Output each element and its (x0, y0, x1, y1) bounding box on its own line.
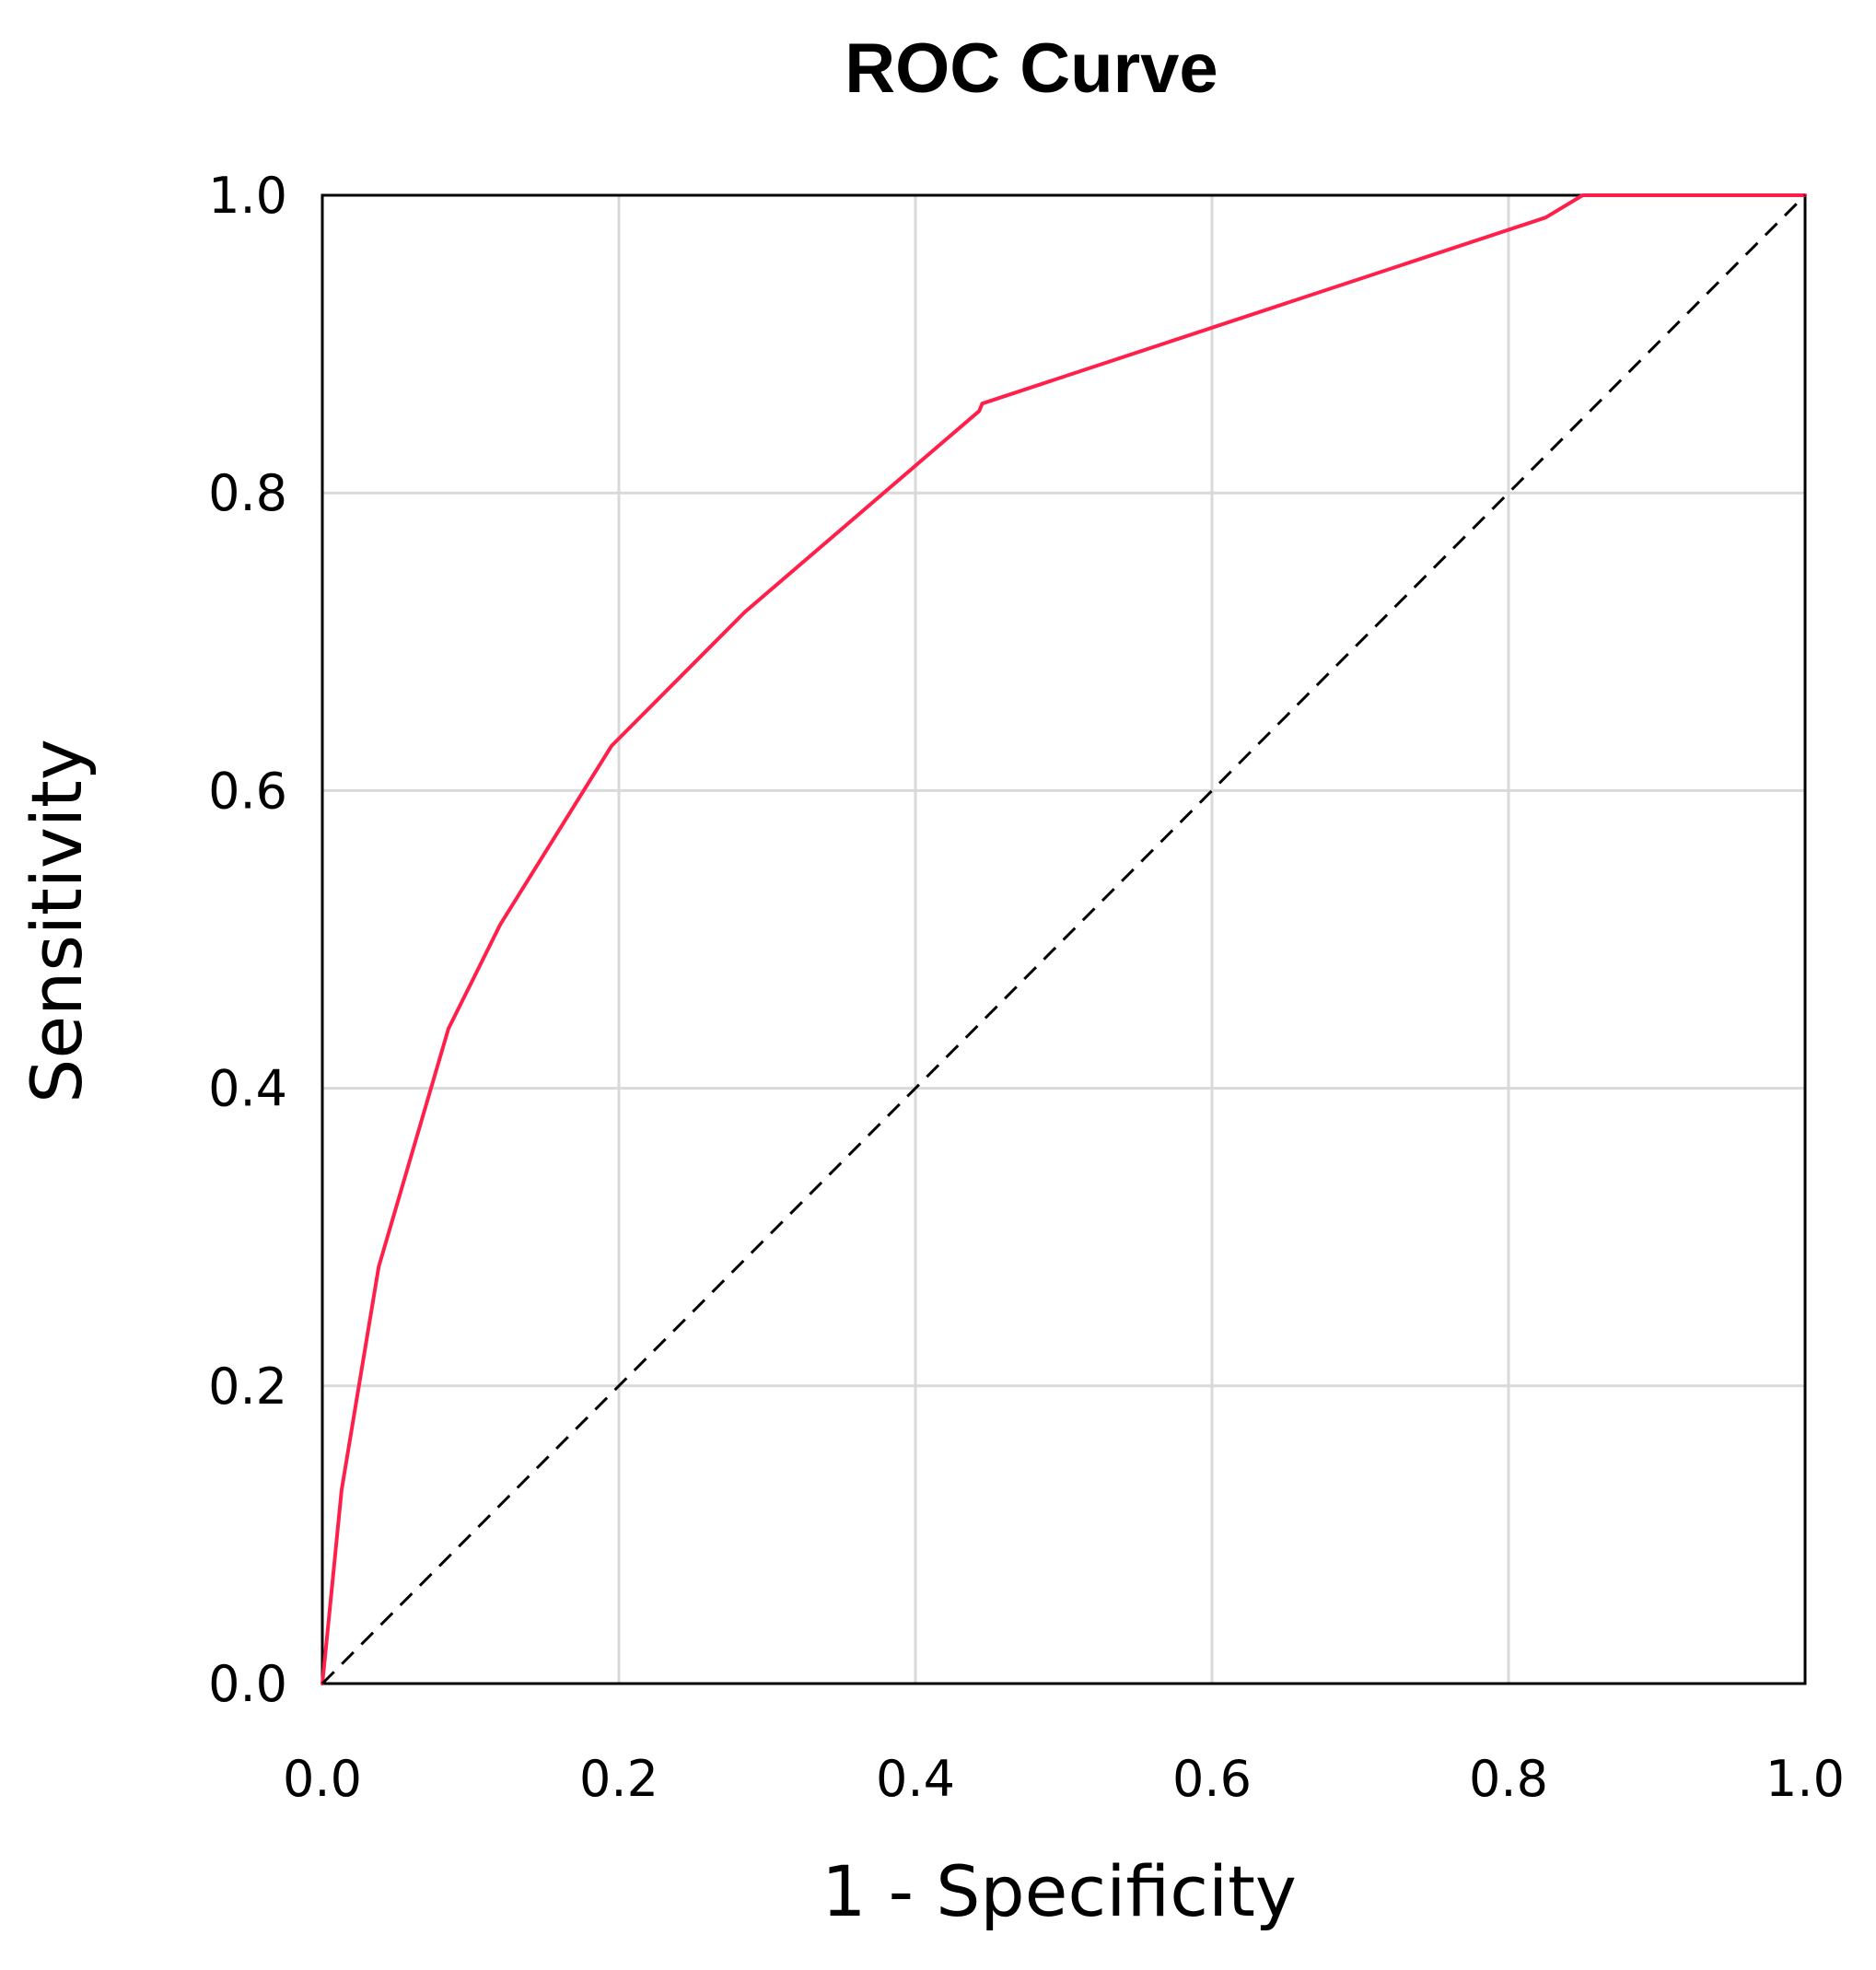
y-tick-label: 0.8 (208, 464, 287, 522)
x-tick-label: 0.0 (283, 1750, 362, 1808)
y-tick-labels: 0.0 0.2 0.4 0.6 0.8 1.0 (208, 167, 287, 1713)
y-tick-label: 1.0 (208, 167, 287, 225)
x-tick-label: 0.8 (1469, 1750, 1548, 1808)
roc-curve-line (320, 193, 1807, 1685)
reference-diagonal-line (320, 193, 1807, 1685)
series-group (320, 193, 1807, 1685)
x-tick-label: 0.4 (876, 1750, 955, 1808)
x-tick-labels: 0.0 0.2 0.4 0.6 0.8 1.0 (283, 1750, 1845, 1808)
y-tick-label: 0.0 (208, 1655, 287, 1713)
y-tick-label: 0.6 (208, 762, 287, 820)
x-tick-label: 0.6 (1172, 1750, 1252, 1808)
y-tick-label: 0.4 (208, 1060, 287, 1118)
x-tick-label: 0.2 (579, 1750, 658, 1808)
chart-title: ROC Curve (845, 29, 1218, 108)
y-tick-label: 0.2 (208, 1358, 287, 1416)
plot-area-border (320, 193, 1807, 1685)
y-axis-label: Sensitivity (16, 739, 98, 1103)
x-tick-label: 1.0 (1765, 1750, 1845, 1808)
x-axis-label: 1 - Specificity (821, 1850, 1297, 1932)
